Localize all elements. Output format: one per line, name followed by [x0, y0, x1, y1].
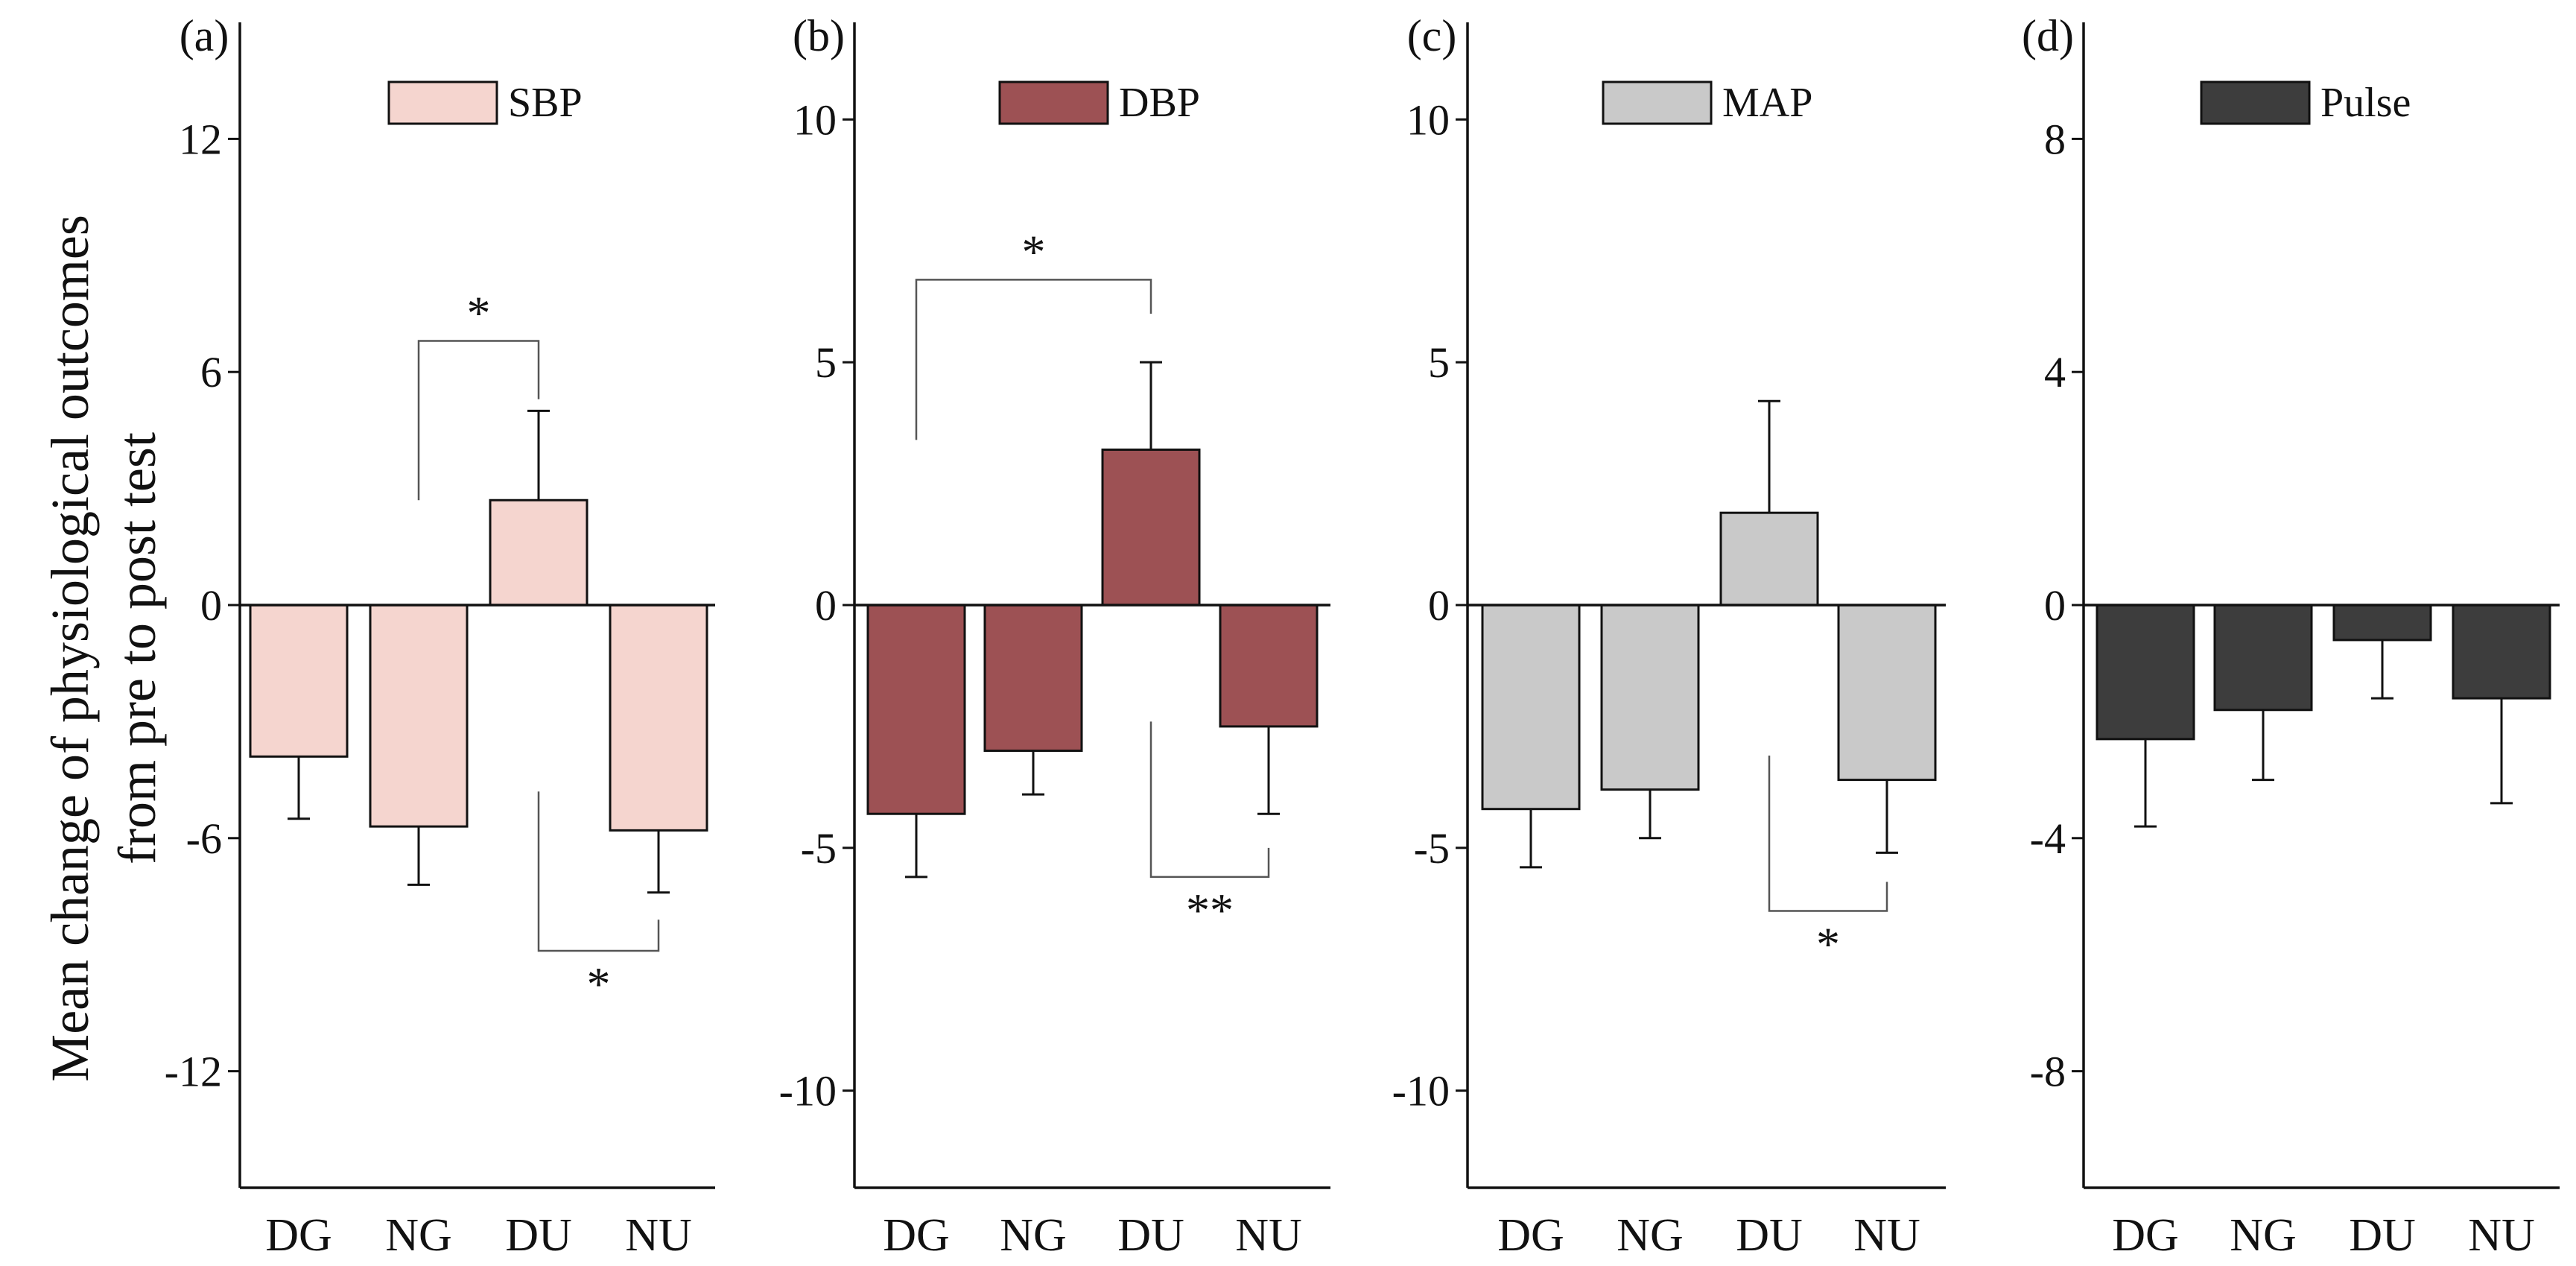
bar-DG — [249, 604, 349, 758]
bar-NG — [1600, 604, 1700, 791]
bar-NG — [369, 604, 469, 828]
y-tick-label: -5 — [1414, 824, 1450, 873]
legend-swatch — [998, 80, 1109, 125]
y-tick-label: -10 — [779, 1067, 837, 1115]
panel-0: (a) SBP DG NG DU NU 12 6 0 -6 -12 * * — [165, 11, 715, 1261]
bar-DU — [489, 499, 589, 607]
y-tick-label: -8 — [2030, 1048, 2066, 1096]
panel-2: (c) MAP DG NG DU NU 10 5 0 -5 -10 * — [1392, 11, 1946, 1261]
significance-bracket — [1149, 721, 1270, 879]
significance-mark: * — [1022, 225, 1046, 278]
bar-NU — [1837, 604, 1937, 782]
bar-NG — [2213, 604, 2313, 712]
y-tick-label: 0 — [200, 581, 222, 630]
panel-3: (d) Pulse DG NG DU NU 8 4 0 -4 -8 — [2022, 11, 2560, 1261]
x-tick-label: DG — [265, 1210, 332, 1261]
x-tick-label: NG — [2230, 1210, 2297, 1261]
y-tick-label: -12 — [165, 1048, 222, 1096]
y-tick-label: 10 — [1406, 95, 1450, 144]
bar-DU — [1719, 511, 1819, 607]
x-tick-label: DU — [1117, 1210, 1184, 1261]
y-tick-label: 12 — [179, 115, 222, 163]
legend-swatch — [387, 80, 498, 125]
significance-mark: * — [467, 286, 491, 339]
significance-mark: * — [1816, 918, 1840, 971]
y-tick-label: -6 — [186, 814, 222, 863]
bar-DU — [1101, 448, 1201, 607]
y-axis-title: Mean change of physiological outcomes fr… — [40, 215, 167, 1082]
legend-label: Pulse — [2320, 80, 2411, 126]
bar-NG — [983, 604, 1083, 752]
bar-NU — [2452, 604, 2551, 700]
y-tick-label: 4 — [2044, 348, 2066, 396]
bar-DG — [866, 604, 966, 815]
x-tick-label: NG — [1617, 1210, 1684, 1261]
bar-NU — [609, 604, 708, 832]
x-tick-label: DU — [1736, 1210, 1803, 1261]
legend-swatch — [2200, 80, 2311, 125]
legend-swatch — [1602, 80, 1713, 125]
y-tick-label: 0 — [815, 581, 837, 630]
y-tick-label: 0 — [2044, 581, 2066, 630]
panel-label: (d) — [2022, 11, 2074, 60]
x-tick-label: NU — [2468, 1210, 2535, 1261]
significance-bracket — [537, 791, 660, 952]
bar-DG — [1481, 604, 1581, 811]
x-tick-label: NU — [1235, 1210, 1302, 1261]
bar-DU — [2332, 604, 2432, 642]
x-tick-label: NG — [385, 1210, 452, 1261]
y-tick-label: 10 — [793, 95, 837, 144]
panel-label: (b) — [793, 11, 845, 60]
legend-label: SBP — [508, 80, 583, 126]
bar-DG — [2096, 604, 2195, 741]
y-tick-label: -10 — [1392, 1067, 1450, 1115]
x-tick-label: DG — [1497, 1210, 1564, 1261]
x-tick-label: DU — [2349, 1210, 2416, 1261]
x-tick-label: DU — [505, 1210, 572, 1261]
x-tick-label: NG — [1000, 1210, 1067, 1261]
significance-bracket — [915, 279, 1152, 440]
y-tick-label: -4 — [2030, 814, 2066, 863]
bar-NU — [1219, 604, 1319, 728]
y-tick-label: 5 — [815, 338, 837, 387]
y-tick-label: 8 — [2044, 115, 2066, 163]
y-tick-label: 5 — [1428, 338, 1450, 387]
y-tick-label: 0 — [1428, 581, 1450, 630]
significance-bracket — [417, 340, 540, 501]
x-tick-label: NU — [625, 1210, 692, 1261]
legend-label: DBP — [1119, 80, 1200, 126]
panel-label: (a) — [180, 11, 229, 60]
significance-mark: ** — [1186, 884, 1234, 937]
y-axis-title-line1: Mean change of physiological outcomes — [40, 215, 100, 1082]
x-tick-label: NU — [1853, 1210, 1920, 1261]
y-tick-label: 6 — [200, 348, 222, 396]
x-tick-label: DG — [883, 1210, 950, 1261]
legend-label: MAP — [1722, 80, 1812, 126]
significance-bracket — [1768, 756, 1888, 912]
x-tick-label: DG — [2112, 1210, 2179, 1261]
y-axis-title-line2: from pre to post test — [107, 432, 167, 864]
panel-label: (c) — [1407, 11, 1457, 60]
significance-mark: * — [587, 958, 611, 1010]
y-tick-label: -5 — [801, 824, 837, 873]
